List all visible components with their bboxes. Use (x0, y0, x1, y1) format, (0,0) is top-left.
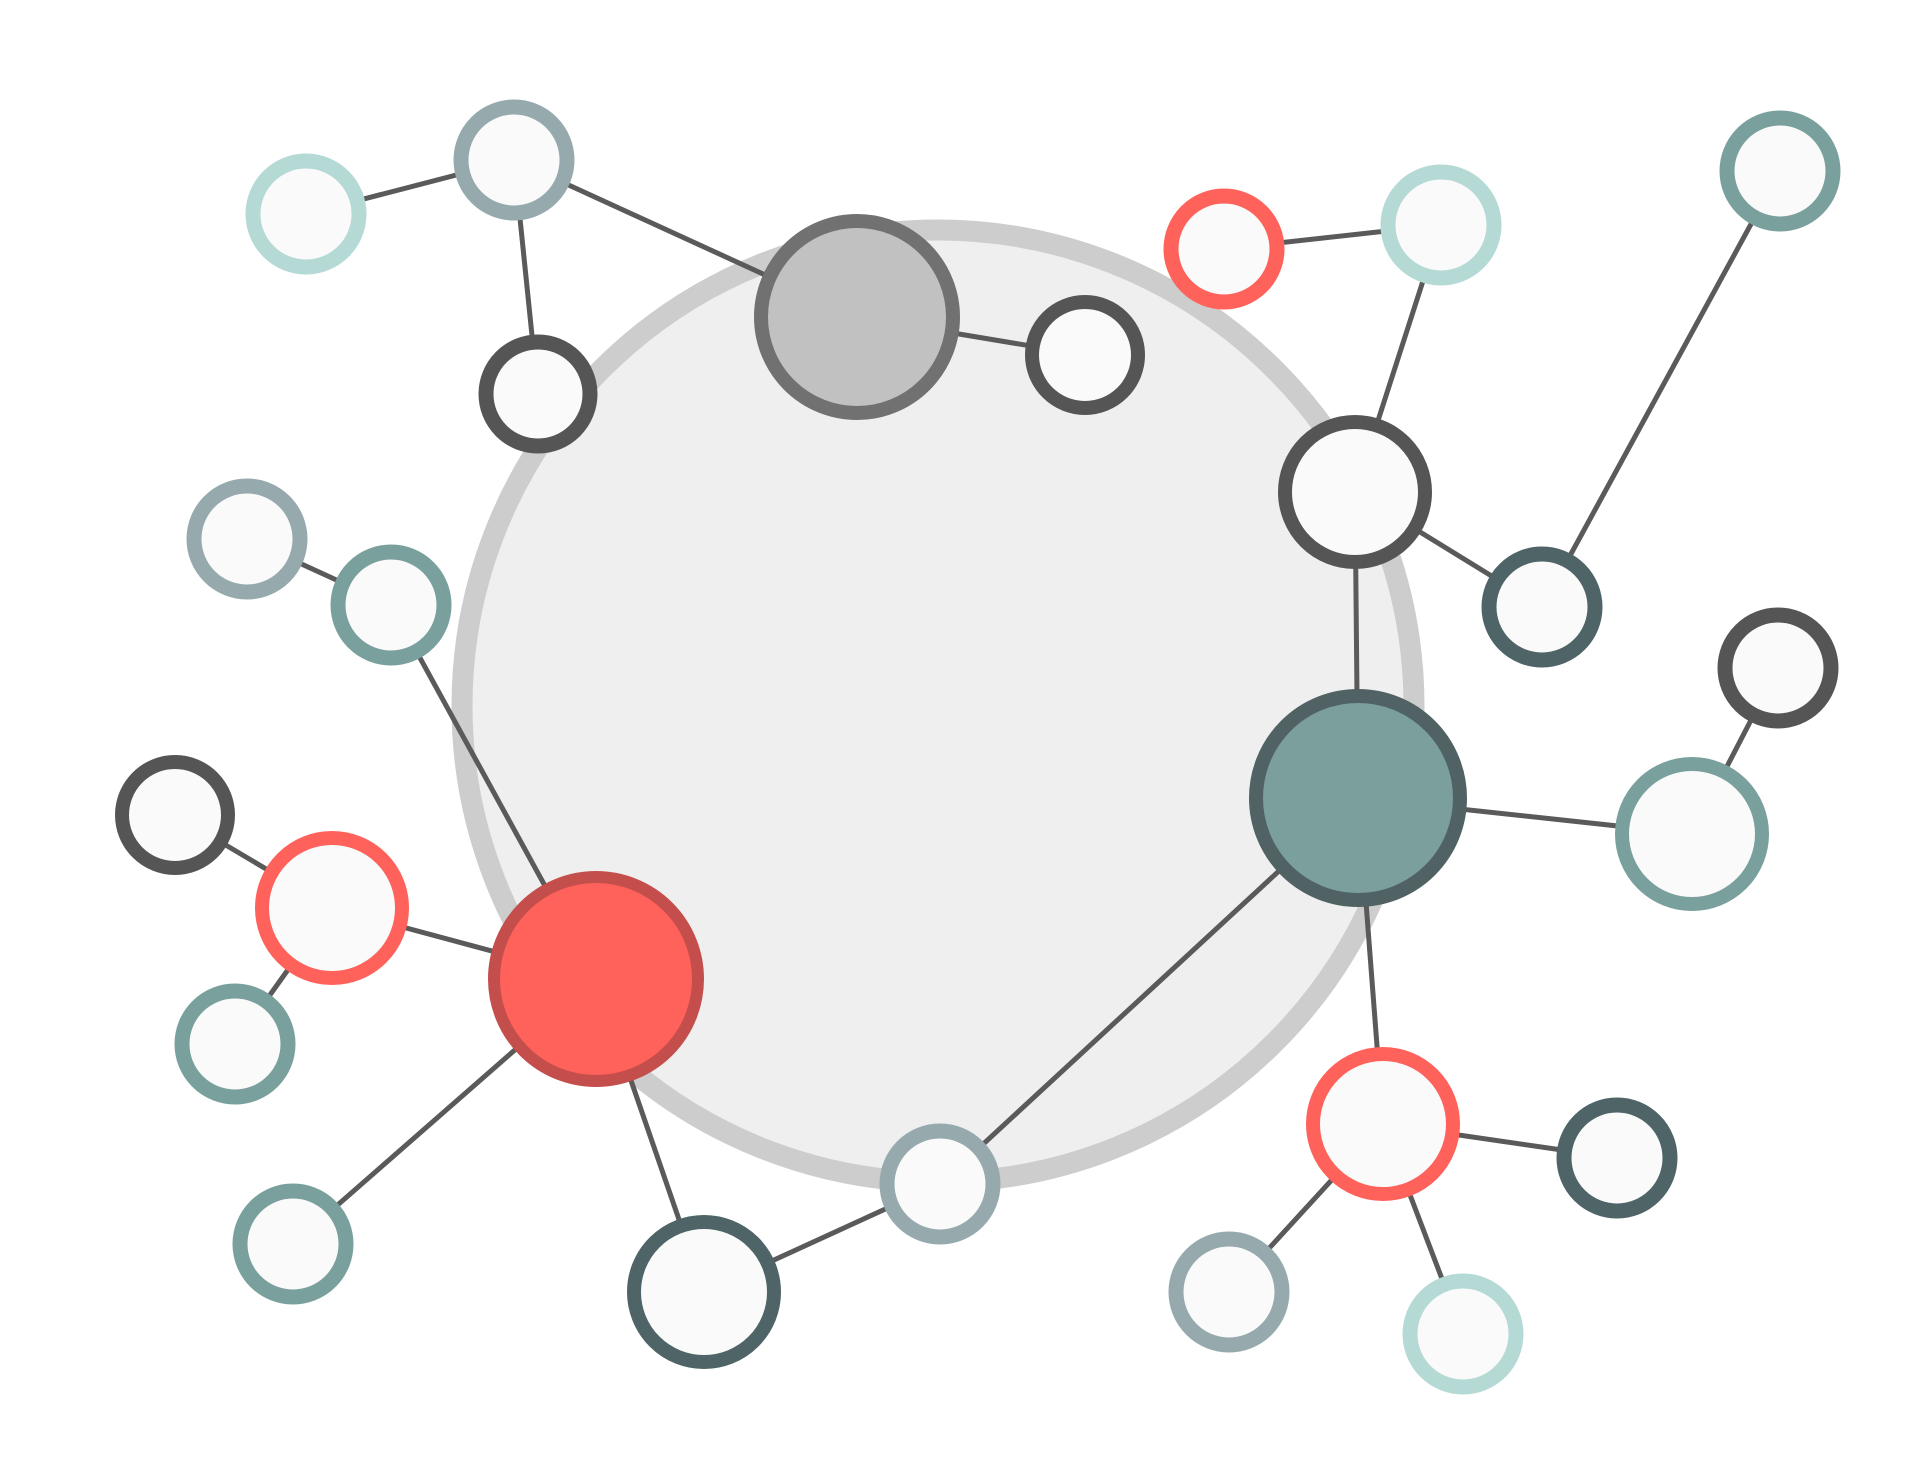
node-n-bottom-right-lightteal (1402, 1273, 1524, 1395)
node-n-right-teal-large (1615, 757, 1769, 911)
node-n-bottom-bluegray (879, 1123, 1001, 1245)
node-gray-hub (754, 214, 960, 420)
node-n-top-left-bluegray (453, 99, 575, 221)
node-n-top-right-coral (1163, 188, 1285, 310)
node-n-far-top-right-teal (1719, 110, 1841, 232)
node-n-top-center-dark (1025, 295, 1145, 415)
node-n-top-right-lightteal (1380, 164, 1502, 286)
node-n-right-slate (1481, 546, 1603, 668)
nodes-layer (115, 99, 1841, 1395)
node-n-right-upper-dark (1278, 415, 1432, 569)
node-n-far-right-dark (1717, 607, 1839, 729)
node-n-mid-left-teal (330, 544, 452, 666)
node-n-upper-left-dark (478, 334, 598, 454)
edge-n-right-slate-to-n-far-top-right-teal (1539, 169, 1783, 609)
node-teal-hub (1249, 689, 1467, 907)
node-n-far-left-lightteal (245, 153, 367, 275)
node-n-left-dark (115, 755, 235, 875)
node-n-left-teal (174, 983, 296, 1105)
node-n-bottom-dark-large (627, 1215, 781, 1369)
node-n-bottom-right-bluegray (1168, 1231, 1290, 1353)
node-n-left-coral (255, 831, 409, 985)
node-n-bottom-right-coral (1306, 1047, 1460, 1201)
node-n-mid-left-bluegray (186, 478, 308, 600)
node-n-bottom-right-slate (1556, 1097, 1678, 1219)
node-n-bottom-left-teal (232, 1183, 354, 1305)
node-coral-hub (488, 871, 704, 1087)
